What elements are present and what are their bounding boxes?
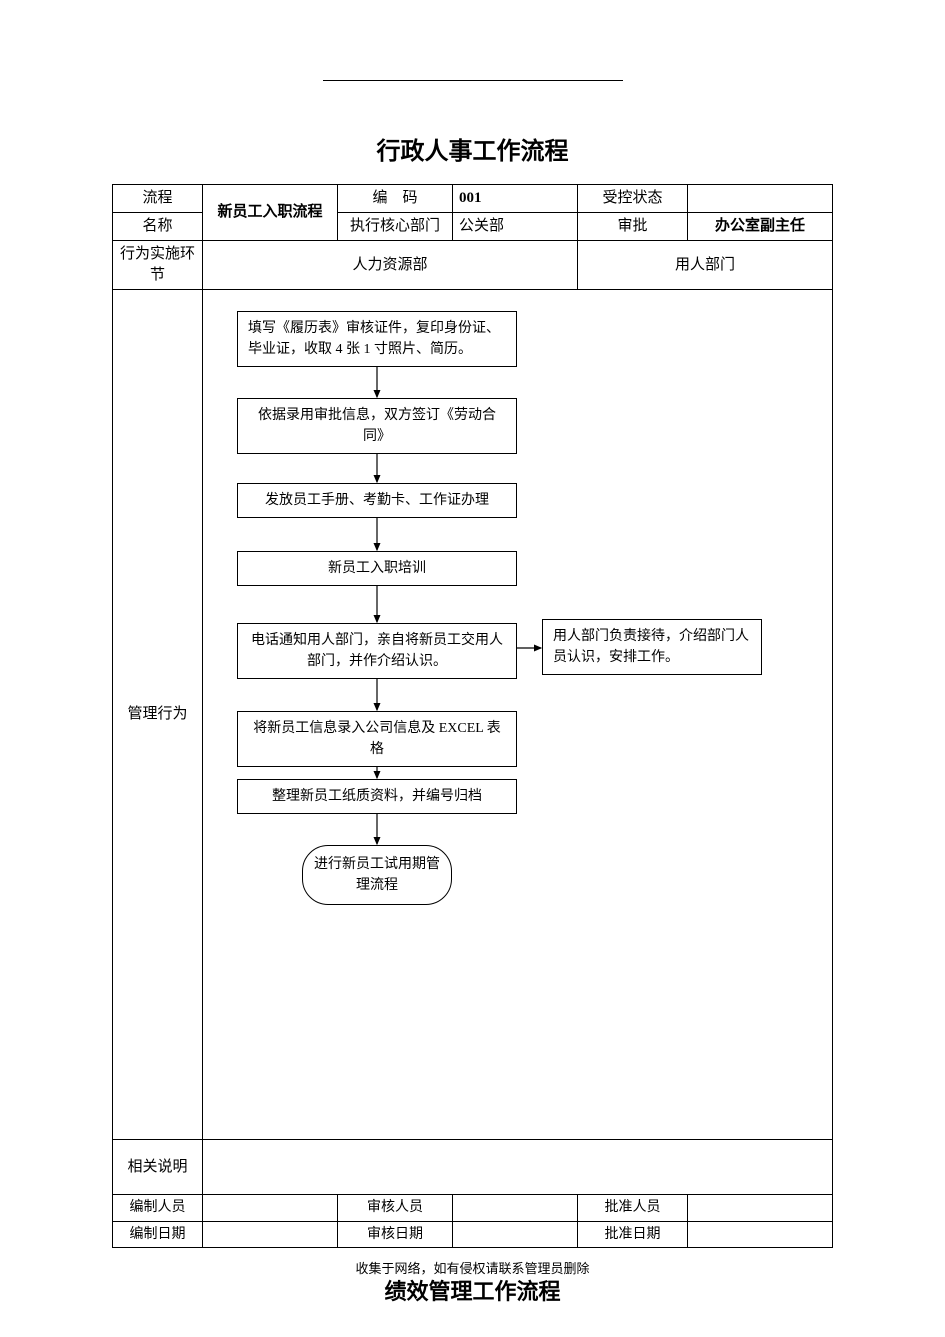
sign-review-person-value (453, 1195, 578, 1222)
sign-prep-person-label: 编制人员 (113, 1195, 203, 1222)
flow-node-6: 将新员工信息录入公司信息及 EXCEL 表格 (237, 711, 517, 767)
hdr-approve-label: 审批 (578, 213, 688, 241)
top-horizontal-rule (323, 80, 623, 81)
footer-note: 收集于网络，如有侵权请联系管理员删除 (0, 1258, 945, 1277)
signoff-row-2: 编制日期 审核日期 批准日期 (113, 1221, 833, 1248)
dept-user: 用人部门 (578, 241, 833, 290)
hdr-control-label: 受控状态 (578, 185, 688, 213)
sign-approve-date-label: 批准日期 (578, 1221, 688, 1248)
hdr-exec-dept-value: 公关部 (453, 213, 578, 241)
hdr-process-label-1: 流程 (113, 185, 203, 213)
sign-approve-date-value (688, 1221, 833, 1248)
flow-node-7: 整理新员工纸质资料，并编号归档 (237, 779, 517, 814)
flow-node-5b: 用人部门负责接待，介绍部门人员认识，安排工作。 (542, 619, 762, 675)
flow-row: 管理行为 (113, 290, 833, 1140)
process-table: 流程 新员工入职流程 编 码 001 受控状态 名称 执行核心部门 公关部 审批… (112, 184, 833, 1248)
notes-row: 相关说明 (113, 1140, 833, 1195)
hdr-control-value (688, 185, 833, 213)
sign-review-date-label: 审核日期 (338, 1221, 453, 1248)
flow-node-4: 新员工入职培训 (237, 551, 517, 586)
hdr-process-label-2: 名称 (113, 213, 203, 241)
flow-node-terminator: 进行新员工试用期管理流程 (302, 845, 452, 905)
notes-label: 相关说明 (113, 1140, 203, 1195)
notes-value (203, 1140, 833, 1195)
sign-review-date-value (453, 1221, 578, 1248)
flowchart-container: 填写《履历表》审核证件，复印身份证、毕业证，收取 4 张 1 寸照片、简历。 依… (207, 293, 828, 1136)
hdr-approve-value: 办公室副主任 (688, 213, 833, 241)
hdr-code-value: 001 (453, 185, 578, 213)
sign-prep-date-label: 编制日期 (113, 1221, 203, 1248)
hdr-code-label: 编 码 (338, 185, 453, 213)
dept-row: 行为实施环节 人力资源部 用人部门 (113, 241, 833, 290)
dept-hr: 人力资源部 (203, 241, 578, 290)
flow-node-2: 依据录用审批信息，双方签订《劳动合同》 (237, 398, 517, 454)
hdr-exec-dept-label: 执行核心部门 (338, 213, 453, 241)
sign-prep-date-value (203, 1221, 338, 1248)
sign-review-person-label: 审核人员 (338, 1195, 453, 1222)
hdr-process-name: 新员工入职流程 (203, 185, 338, 241)
sign-approve-person-value (688, 1195, 833, 1222)
dept-row-label: 行为实施环节 (113, 241, 203, 290)
flow-node-1: 填写《履历表》审核证件，复印身份证、毕业证，收取 4 张 1 寸照片、简历。 (237, 311, 517, 367)
flowchart-cell: 填写《履历表》审核证件，复印身份证、毕业证，收取 4 张 1 寸照片、简历。 依… (203, 290, 833, 1140)
sign-approve-person-label: 批准人员 (578, 1195, 688, 1222)
document-title: 行政人事工作流程 (0, 131, 945, 166)
flow-node-5: 电话通知用人部门，亲自将新员工交用人部门，并作介绍认识。 (237, 623, 517, 679)
second-title: 绩效管理工作流程 (0, 1274, 945, 1306)
flow-node-3: 发放员工手册、考勤卡、工作证办理 (237, 483, 517, 518)
sign-prep-person-value (203, 1195, 338, 1222)
flow-side-label: 管理行为 (113, 290, 203, 1140)
header-row-1: 流程 新员工入职流程 编 码 001 受控状态 (113, 185, 833, 213)
signoff-row-1: 编制人员 审核人员 批准人员 (113, 1195, 833, 1222)
